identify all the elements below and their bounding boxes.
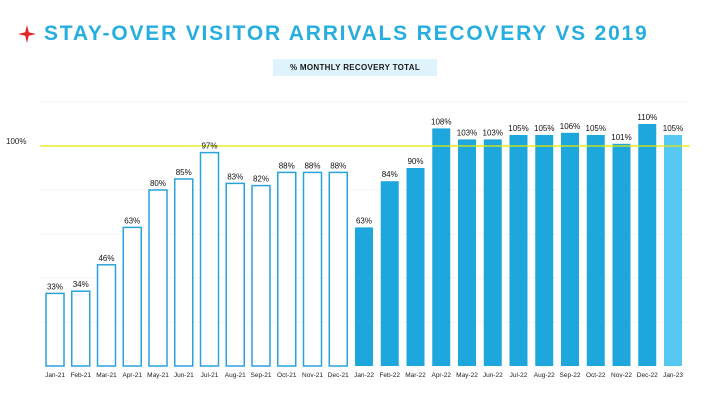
bar-aug-21 [225, 182, 245, 367]
bar-apr-22 [432, 128, 451, 366]
x-tick-label: Mar-22 [405, 372, 426, 379]
data-label: 84% [382, 170, 398, 179]
data-label: 106% [560, 122, 580, 131]
x-tick-label: Aug-21 [225, 372, 246, 379]
x-tick-label: Jan-22 [354, 372, 374, 379]
x-tick-label: Oct-21 [277, 372, 297, 379]
x-tick-label: Jul-22 [510, 372, 528, 379]
x-tick-label: Jun-22 [483, 372, 503, 379]
x-tick-label: Sep-21 [251, 372, 272, 379]
x-tick-label: Jun-21 [174, 372, 194, 379]
bar-mar-22 [406, 168, 425, 366]
bar-feb-21 [71, 290, 91, 367]
x-tick-label: Nov-22 [611, 372, 632, 379]
data-label: 105% [534, 124, 554, 133]
x-tick-label: Apr-22 [431, 372, 451, 379]
bar-jan-23 [664, 135, 682, 366]
x-tick-label: Sep-22 [560, 372, 581, 379]
data-label: 103% [483, 128, 503, 137]
data-label: 90% [407, 157, 423, 166]
bar-may-22 [458, 139, 476, 366]
title-row: STAY-OVER VISITOR ARRIVALS RECOVERY VS 2… [18, 20, 649, 48]
chart-subtitle: % MONTHLY RECOVERY TOTAL [273, 59, 437, 76]
bar-oct-22 [586, 135, 605, 366]
x-tick-label: Apr-21 [122, 372, 142, 379]
data-label: 101% [611, 133, 631, 142]
x-tick-label: Oct-22 [586, 372, 606, 379]
bar-oct-21 [277, 171, 297, 367]
sparkle-icon [18, 25, 36, 43]
data-label: 34% [73, 280, 89, 289]
chart-title: STAY-OVER VISITOR ARRIVALS RECOVERY VS 2… [44, 22, 649, 45]
data-label: 97% [201, 142, 217, 151]
x-tick-label: Feb-21 [70, 372, 91, 379]
data-label: 88% [279, 161, 295, 170]
data-label: 88% [330, 161, 346, 170]
x-tick-label: Aug-22 [534, 372, 555, 379]
data-label: 85% [176, 168, 192, 177]
bar-nov-22 [612, 143, 631, 366]
data-label: 83% [227, 172, 243, 181]
bar-nov-21 [302, 171, 323, 367]
bar-jun-21 [174, 178, 194, 367]
bar-may-21 [148, 189, 168, 367]
bar-jul-21 [199, 151, 220, 367]
data-label: 82% [253, 175, 269, 184]
x-tick-label: Nov-21 [302, 372, 323, 379]
data-label: 105% [586, 124, 606, 133]
data-label: 105% [663, 124, 683, 133]
bar-jul-22 [509, 135, 528, 366]
x-tick-label: Mar-21 [96, 372, 117, 379]
data-label: 108% [431, 117, 451, 126]
x-tick-label: May-22 [456, 372, 478, 379]
data-label: 103% [457, 128, 477, 137]
x-tick-label: Jul-21 [201, 372, 219, 379]
data-label: 63% [124, 216, 140, 225]
x-tick-label: Jan-23 [663, 372, 683, 379]
x-tick-label: May-21 [147, 372, 169, 379]
data-label: 46% [98, 254, 114, 263]
data-label: 105% [508, 124, 528, 133]
bar-sep-22 [561, 132, 579, 366]
data-label: 88% [304, 161, 320, 170]
bar-apr-21 [122, 226, 142, 367]
reference-line-label: 100% [6, 137, 26, 146]
bar-dec-21 [328, 171, 348, 367]
bar-aug-22 [535, 135, 554, 366]
data-label: 110% [637, 113, 657, 122]
data-label: 33% [47, 282, 63, 291]
x-tick-label: Dec-21 [328, 372, 349, 379]
x-tick-label: Jan-21 [45, 372, 65, 379]
bar-dec-22 [638, 124, 657, 366]
bar-jan-21 [45, 292, 65, 367]
data-label: 63% [356, 216, 372, 225]
bar-mar-21 [96, 264, 117, 367]
bar-sep-21 [251, 184, 271, 367]
bar-jun-22 [483, 139, 502, 366]
data-label: 80% [150, 179, 166, 188]
bar-feb-22 [380, 181, 399, 366]
bar-jan-22 [355, 227, 373, 366]
x-tick-label: Feb-22 [379, 372, 400, 379]
x-tick-label: Dec-22 [637, 372, 658, 379]
